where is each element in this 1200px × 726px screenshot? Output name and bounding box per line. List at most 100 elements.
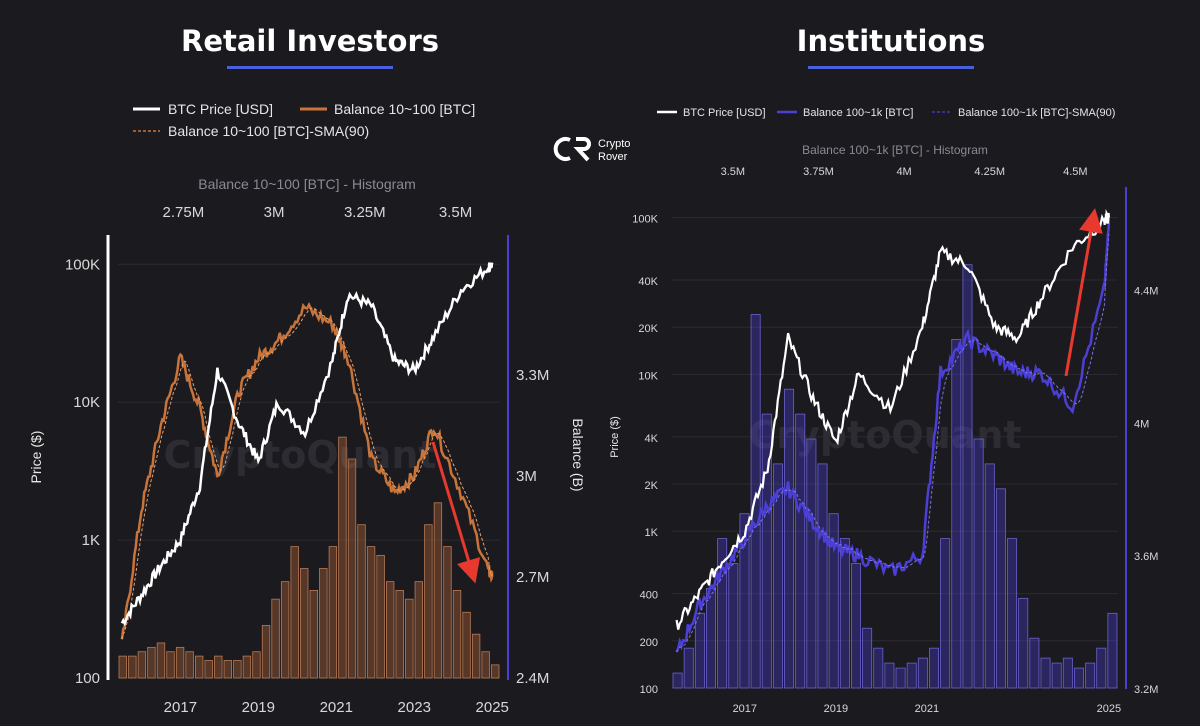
histogram-bar [929,647,940,689]
y2-tick-label: 2.4M [516,670,549,687]
legend-sma-label: Balance 100~1k [BTC]-SMA(90) [958,107,1115,119]
histogram-bar [728,563,739,689]
histogram-bar [214,655,223,679]
histogram-bar [828,513,839,689]
y2-ticks: 4.4M 4M 3.6M 3.2M [1134,286,1158,696]
histogram-bar [137,651,147,679]
histogram-bar [462,611,471,679]
x-tick-label: 2021 [320,699,353,716]
histogram-bar [1074,667,1084,689]
histogram-bar [491,664,500,679]
histogram-tick-label: 4.25M [974,166,1005,178]
histogram-bar [405,598,414,679]
histogram-bar [817,463,828,689]
histogram-bar [118,655,127,679]
up-arrow-annotation [1064,208,1103,377]
x-tick-label: 2021 [915,703,939,715]
y2-tick-label: 3.6M [1134,551,1158,563]
histogram-tick-label: 3.75M [803,166,834,178]
y-tick-label: 40K [638,276,658,288]
histogram-bar [128,655,137,679]
histogram-bar [772,463,783,689]
histogram-bar [962,264,973,689]
histogram-bar [839,538,850,689]
y-tick-label: 10K [73,394,100,411]
y-tick-label: 400 [640,590,658,602]
legend-price-label: BTC Price [USD] [683,107,766,119]
histogram-bar [290,546,299,679]
histogram-bar [917,657,928,689]
histogram-bar [717,538,728,689]
legend-balance-label: Balance 100~1k [BTC] [803,107,913,119]
x-tick-label: 2023 [398,699,431,716]
legend-sma-label: Balance 10~100 [BTC]-SMA(90) [168,123,369,139]
histogram-bar [385,581,395,679]
y2-tick-label: 3M [516,468,537,485]
histogram-tick-label: 2.75M [163,204,205,221]
histogram-bar [873,647,884,689]
histogram-bar [784,388,795,689]
histogram-bar [973,438,984,689]
histogram-bar [424,524,433,679]
histogram-bar [233,660,242,679]
histogram-bar [1007,538,1018,689]
retail-title-underline [227,66,393,69]
histogram-tick-label: 4.5M [1063,166,1087,178]
retail-title: Retail Investors [181,24,439,58]
histogram-tick-label: 3.25M [344,204,386,221]
series-price-line [675,209,1110,630]
y-tick-label: 100K [632,214,658,226]
x-tick-label: 2019 [242,699,275,716]
histogram-bar [1096,647,1107,689]
y2-ticks: 3.3M 3M 2.7M 2.4M [516,367,549,687]
histogram-bar [761,413,772,689]
histogram-bar [300,568,309,679]
y-tick-label: 10K [638,370,658,382]
histogram-bar [884,662,895,689]
series-price-line [120,262,494,627]
histogram-bar [1029,637,1040,689]
histogram-bar [166,651,175,679]
crypto-rover-logo: Crypto Rover [553,137,630,163]
histogram-bar [366,546,376,679]
histogram-bar [261,625,271,679]
histogram-bar [347,458,357,679]
histogram-bar [739,513,750,689]
legend-price-label: BTC Price [USD] [168,101,273,117]
histogram-bar [175,646,185,679]
logo-r-icon [573,137,591,162]
series-sma-line [121,307,493,640]
x-tick-label: 2025 [476,699,509,716]
brand-line1: Crypto [598,138,630,150]
y-tick-label: 2K [645,480,659,492]
down-arrow-annotation [431,441,481,584]
histogram-bar [471,633,481,679]
institutions-title: Institutions [797,24,986,58]
histogram-bar [204,660,213,679]
histogram-bar [147,646,156,679]
x-ticks: 2017 2019 2021 2023 2025 [164,699,509,716]
histogram-bar [357,524,366,679]
histogram-bar [271,598,280,679]
y-tick-label: 200 [640,637,658,649]
y-tick-label: 100 [75,670,100,687]
histogram-bar [156,642,166,679]
histogram-bar [694,612,705,689]
y-tick-label: 100K [65,256,100,273]
histogram-bar [1018,597,1029,689]
y-tick-label: 20K [638,323,658,335]
y2-tick-label: 4M [1134,418,1149,430]
histogram-bar [995,488,1006,689]
y2-tick-label: 2.7M [516,569,549,586]
histogram-bar [376,554,385,679]
histogram-bar [706,588,717,689]
series-balance-line [120,301,494,640]
histogram-bar [683,647,694,689]
x-tick-label: 2019 [824,703,848,715]
histogram-bar [481,651,490,679]
histogram-bar [906,662,917,689]
histogram-bar [1107,612,1118,689]
retail-chart: BTC Price [USD] Balance 10~100 [BTC] Bal… [28,101,586,716]
histogram-title: Balance 10~100 [BTC] - Histogram [198,176,416,192]
